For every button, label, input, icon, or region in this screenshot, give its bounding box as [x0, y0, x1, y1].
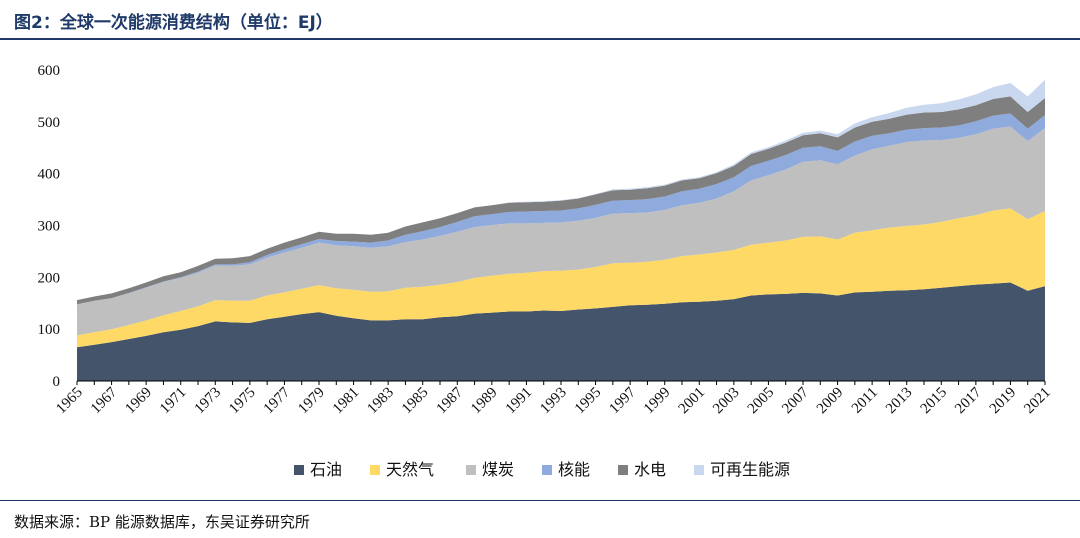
- area-series-2: [77, 126, 1045, 336]
- x-tick-label: 1989: [468, 385, 501, 418]
- legend-swatch-4: [618, 465, 628, 475]
- x-tick-label: 1987: [434, 384, 467, 417]
- y-tick-label: 300: [38, 219, 61, 235]
- x-tick-label: 1969: [122, 385, 155, 418]
- footer-divider: [0, 500, 1080, 501]
- legend-swatch-0: [294, 465, 304, 475]
- x-tick-label: 2005: [745, 385, 778, 418]
- area-series-3: [77, 113, 1045, 305]
- legend-label-0: 石油: [310, 460, 342, 479]
- y-tick-label: 0: [53, 374, 61, 390]
- y-tick-label: 400: [38, 167, 61, 183]
- data-source-note: 数据来源：BP 能源数据库，东吴证券研究所: [14, 513, 310, 531]
- x-tick-label: 1991: [503, 385, 536, 418]
- x-tick-label: 1981: [330, 385, 363, 418]
- legend-label-4: 水电: [634, 460, 666, 479]
- x-tick-label: 2013: [883, 385, 916, 418]
- x-tick-label: 2007: [779, 384, 812, 417]
- x-tick-label: 2021: [1021, 385, 1054, 418]
- figure-title: 图2：全球一次能源消费结构（单位：EJ）: [14, 13, 333, 33]
- legend-swatch-5: [694, 465, 704, 475]
- area-series-1: [77, 208, 1045, 348]
- x-tick-label: 1995: [572, 385, 605, 418]
- x-tick-label: 2015: [918, 385, 951, 418]
- area-series-4: [77, 96, 1045, 305]
- legend-swatch-1: [370, 465, 380, 475]
- x-tick-label: 1993: [537, 385, 570, 418]
- legend-label-5: 可再生能源: [710, 460, 790, 479]
- x-tick-label: 1977: [261, 384, 294, 417]
- area-series-0: [77, 282, 1045, 381]
- x-tick-label: 1997: [606, 384, 639, 417]
- legend-swatch-2: [466, 465, 476, 475]
- x-tick-label: 2009: [814, 385, 847, 418]
- legend-swatch-3: [542, 465, 552, 475]
- y-tick-label: 100: [38, 322, 61, 338]
- x-tick-label: 1973: [192, 385, 225, 418]
- x-tick-label: 2019: [987, 385, 1020, 418]
- x-tick-label: 1985: [399, 385, 432, 418]
- y-tick-label: 200: [38, 270, 61, 286]
- y-tick-label: 500: [38, 115, 61, 131]
- legend: 石油 天然气 煤炭 核能 水电 可再生能源: [294, 460, 790, 479]
- x-tick-label: 1967: [88, 384, 121, 417]
- x-tick-label: 1979: [295, 385, 328, 418]
- x-tick-label: 2003: [710, 385, 743, 418]
- x-tick-label: 1975: [226, 385, 259, 418]
- x-tick-label: 2011: [849, 385, 881, 417]
- area-series-5: [77, 79, 1045, 301]
- x-tick-label: 2017: [952, 384, 985, 417]
- legend-label-1: 天然气: [386, 460, 434, 479]
- x-tick-label: 1999: [641, 385, 674, 418]
- legend-label-2: 煤炭: [482, 460, 514, 479]
- y-tick-label: 600: [38, 63, 61, 79]
- legend-label-3: 核能: [558, 460, 590, 479]
- title-divider: [0, 38, 1080, 40]
- area-layers: [77, 79, 1045, 381]
- x-tick-label: 1971: [157, 385, 190, 418]
- x-tick-label: 1983: [364, 385, 397, 418]
- x-tick-label: 2001: [676, 385, 709, 418]
